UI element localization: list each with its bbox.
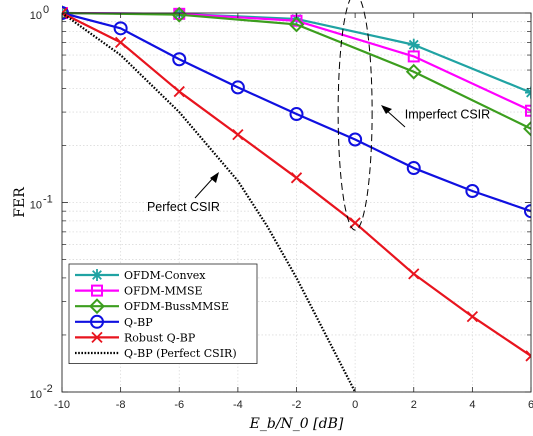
x-tick-label: -2 bbox=[292, 399, 302, 411]
x-tick-label: 4 bbox=[469, 399, 475, 411]
x-tick-label: 6 bbox=[528, 399, 533, 411]
y-tick-label: 10 bbox=[30, 200, 42, 212]
y-tick-exponent: -2 bbox=[43, 383, 53, 395]
x-tick-label: -8 bbox=[116, 399, 126, 411]
legend-entry: Robust Q-BP bbox=[75, 331, 196, 344]
legend-label: OFDM-BussMMSE bbox=[124, 300, 229, 313]
legend-label: Q-BP bbox=[124, 316, 153, 329]
marker-asterisk bbox=[408, 39, 420, 51]
y-axis-title: FER bbox=[12, 187, 28, 218]
legend-label: Robust Q-BP bbox=[124, 331, 196, 344]
legend-entry: OFDM-MMSE bbox=[75, 285, 203, 298]
legend: OFDM-Convex OFDM-MMSE OFDM-BussMMSE Q-BP Rob… bbox=[69, 264, 257, 364]
marker-asterisk bbox=[91, 269, 103, 281]
y-tick-exponent: -1 bbox=[43, 194, 53, 206]
y-tick-exponent: 0 bbox=[43, 4, 49, 16]
x-axis-title: E_b/N_0 [dB] bbox=[249, 416, 344, 432]
x-tick-label: 0 bbox=[352, 399, 358, 411]
legend-label: OFDM-Convex bbox=[124, 269, 206, 282]
legend-entry: OFDM-BussMMSE bbox=[75, 300, 229, 314]
x-tick-label: 2 bbox=[411, 399, 417, 411]
legend-label: Q-BP (Perfect CSIR) bbox=[124, 347, 237, 360]
x-tick-label: -6 bbox=[174, 399, 184, 411]
x-tick-label: -4 bbox=[233, 399, 243, 411]
annotation-imperfect-csir: Imperfect CSIR bbox=[405, 108, 490, 122]
annotation-perfect-csir: Perfect CSIR bbox=[147, 200, 220, 214]
y-tick-label: 10 bbox=[30, 10, 42, 22]
legend-label: OFDM-MMSE bbox=[124, 285, 203, 298]
x-tick-label: -10 bbox=[54, 399, 70, 411]
y-tick-label: 10 bbox=[30, 389, 42, 401]
